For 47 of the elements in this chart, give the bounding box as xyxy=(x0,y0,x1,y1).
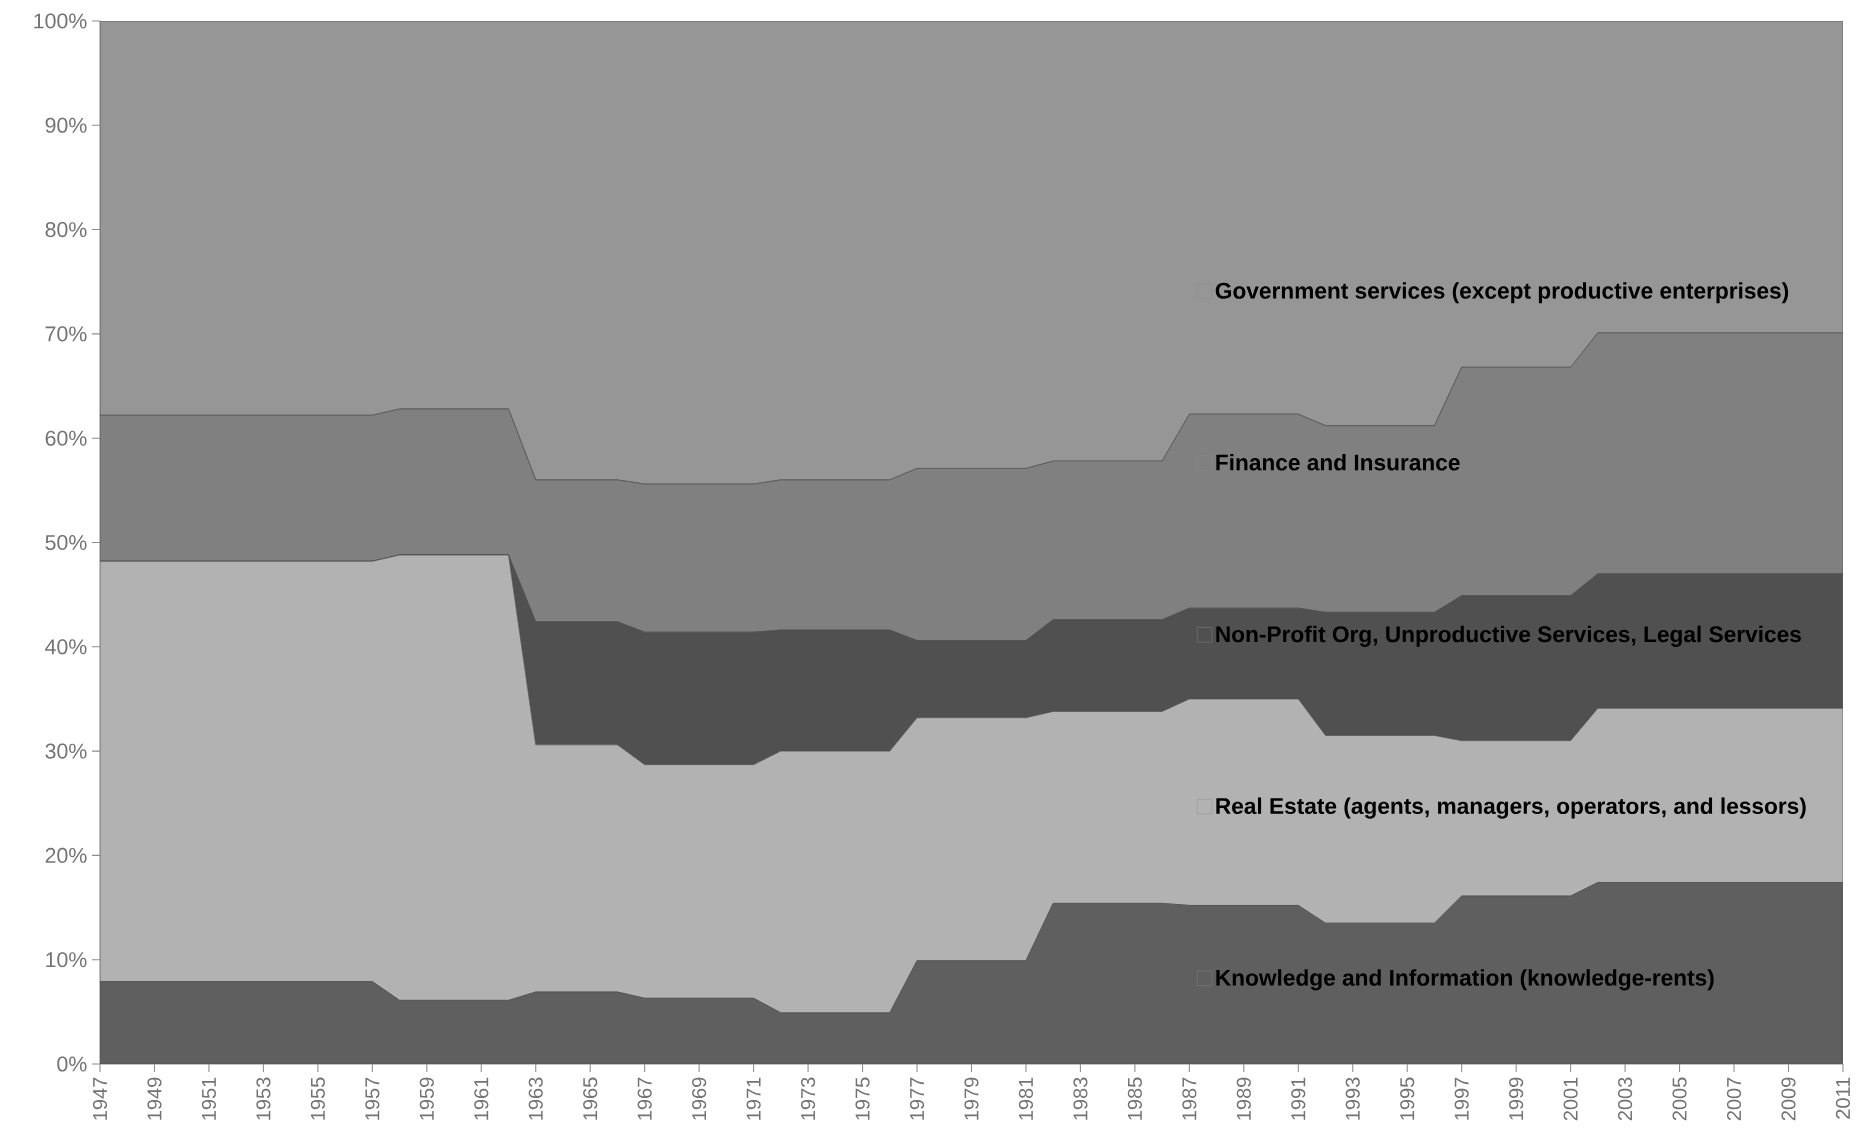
y-tick-label: 100% xyxy=(34,13,87,29)
x-tick-label: 1997 xyxy=(1454,1077,1469,1120)
y-tick-label: 60% xyxy=(45,430,87,446)
y-tick-label: 50% xyxy=(45,534,87,551)
x-tick-label: 2001 xyxy=(1563,1077,1578,1121)
x-tick-label: 1949 xyxy=(147,1077,162,1120)
x-tick-label: 1991 xyxy=(1291,1077,1306,1120)
x-tick-label: 1961 xyxy=(474,1077,489,1120)
y-tick-label: 20% xyxy=(45,847,87,863)
x-tick-label: 1971 xyxy=(746,1077,761,1120)
y-tick-label: 10% xyxy=(46,952,87,968)
x-tick-label: 1975 xyxy=(855,1077,870,1120)
series-label: Non-Profit Org, Unproductive Services, Legal Services xyxy=(1216,625,1801,647)
x-tick-label: 1977 xyxy=(909,1077,925,1120)
x-tick-label: 1959 xyxy=(419,1077,434,1120)
x-tick-label: 1993 xyxy=(1345,1077,1360,1120)
y-tick-label: 0% xyxy=(57,1056,87,1072)
x-tick-label: 1973 xyxy=(800,1077,816,1120)
x-tick-label: 1953 xyxy=(256,1077,271,1120)
x-tick-label: 1985 xyxy=(1127,1077,1142,1120)
x-tick-label: 2003 xyxy=(1618,1077,1633,1121)
x-tick-label: 2007 xyxy=(1726,1077,1742,1121)
x-tick-label: 1979 xyxy=(964,1077,979,1120)
x-tick-label: 1995 xyxy=(1400,1077,1415,1120)
x-tick-label: 1951 xyxy=(201,1077,217,1120)
x-tick-label: 2005 xyxy=(1672,1077,1687,1121)
y-tick-label: 80% xyxy=(45,222,87,238)
x-tick-label: 1983 xyxy=(1073,1077,1088,1120)
x-tick-label: 1957 xyxy=(365,1077,380,1120)
x-tick-label: 2011 xyxy=(1835,1077,1851,1119)
x-tick-label: 1955 xyxy=(310,1077,325,1120)
x-tick-label: 1999 xyxy=(1509,1077,1524,1120)
series-label: Knowledge and Information (knowledge-rents) xyxy=(1216,969,1714,991)
x-tick-label: 1989 xyxy=(1236,1077,1251,1120)
x-tick-label: 1947 xyxy=(92,1077,108,1120)
y-tick-label: 70% xyxy=(45,326,87,342)
series-label: Real Estate (agents, managers, operators, and lessors) xyxy=(1216,797,1806,819)
x-tick-label: 1967 xyxy=(637,1077,652,1120)
y-tick-label: 30% xyxy=(45,743,87,759)
x-tick-label: 1987 xyxy=(1182,1077,1197,1120)
x-tick-label: 1981 xyxy=(1018,1077,1034,1120)
x-tick-label: 1965 xyxy=(583,1077,598,1120)
x-tick-label: 2009 xyxy=(1781,1077,1796,1121)
x-tick-label: 1969 xyxy=(692,1077,707,1120)
y-tick-label: 40% xyxy=(45,639,87,655)
y-tick-label: 90% xyxy=(45,117,87,133)
x-tick-label: 1963 xyxy=(528,1077,543,1120)
